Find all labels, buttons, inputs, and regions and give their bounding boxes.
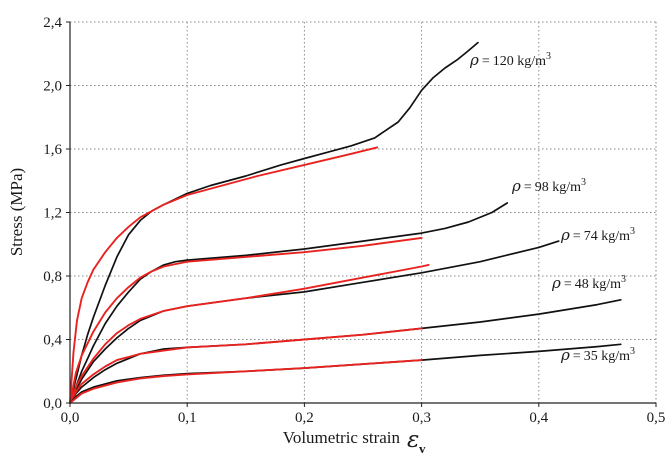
series-layer: [69, 41, 622, 404]
series-line-experimental: [69, 202, 509, 404]
y-tick-label: 1,2: [43, 206, 62, 222]
tick-labels: 0,0 0,1 0,2 0,3 0,4 0,5 0,0 0,4 0,8 1,2 1,6 2,0 2,4: [43, 15, 665, 426]
series-line-experimental: [69, 41, 479, 404]
y-tick-label: 2,4: [43, 15, 62, 31]
annotation-35: ρ = 35 kg/m3: [560, 346, 635, 364]
x-tick-label: 0,3: [412, 410, 431, 426]
x-tick-label: 0,5: [647, 410, 666, 426]
annotation-98: ρ = 98 kg/m3: [511, 177, 586, 195]
series-line-model: [69, 236, 423, 404]
series-line-model: [69, 146, 379, 404]
grid: [70, 21, 657, 403]
y-axis-title: Stress (MPa): [7, 168, 26, 256]
annotation-74: ρ = 74 kg/m3: [560, 226, 635, 244]
y-tick-label: 0,4: [43, 333, 62, 349]
y-tick-label: 2,0: [43, 79, 62, 95]
x-tick-label: 0,4: [529, 410, 548, 426]
x-tick-label: 0,2: [295, 410, 314, 426]
series-line-model: [69, 263, 430, 404]
annotation-120: ρ = 120 kg/m3: [469, 51, 551, 69]
y-tick-label: 1,6: [43, 142, 62, 158]
y-tick-label: 0,0: [43, 396, 62, 412]
x-axis-symbol: ε: [407, 427, 419, 453]
x-tick-label: 0,1: [178, 410, 197, 426]
x-axis-subscript: v: [419, 441, 426, 456]
x-axis-title: Volumetric strain: [283, 428, 401, 447]
series-line-model: [69, 327, 423, 404]
y-tick-label: 0,8: [43, 269, 62, 285]
x-tick-label: 0,0: [61, 410, 80, 426]
annotation-48: ρ = 48 kg/m3: [551, 274, 626, 292]
axes: [66, 21, 657, 407]
series-line-model: [69, 359, 423, 404]
